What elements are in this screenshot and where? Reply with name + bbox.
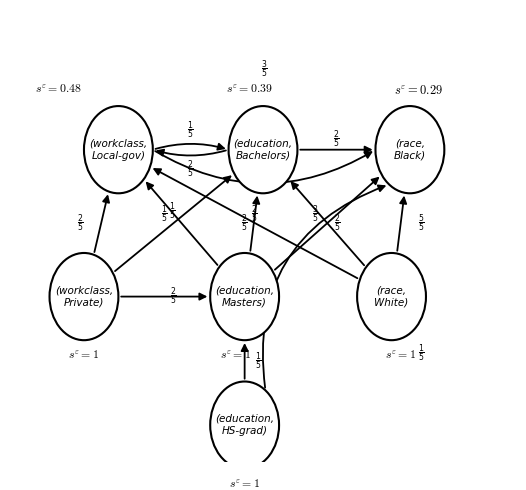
Text: (race,
White): (race, White): [375, 285, 409, 308]
FancyArrowPatch shape: [156, 144, 224, 149]
FancyArrowPatch shape: [121, 294, 206, 300]
Text: $s^\varepsilon = 0.48$: $s^\varepsilon = 0.48$: [35, 83, 82, 97]
Text: $\frac{2}{5}$: $\frac{2}{5}$: [241, 212, 248, 234]
Text: $\frac{5}{5}$: $\frac{5}{5}$: [418, 212, 425, 234]
Text: (workclass,
Local-gov): (workclass, Local-gov): [89, 139, 147, 161]
Text: (education,
Bachelors): (education, Bachelors): [234, 139, 292, 161]
FancyArrowPatch shape: [154, 169, 357, 278]
Text: $s^\varepsilon = 1$: $s^\varepsilon = 1$: [229, 478, 260, 490]
Text: (race,
Black): (race, Black): [394, 139, 426, 161]
Text: (workclass,
Private): (workclass, Private): [55, 285, 113, 308]
Text: $\frac{1}{5}$: $\frac{1}{5}$: [255, 350, 262, 371]
Ellipse shape: [357, 253, 426, 340]
Text: $\frac{2}{5}$: $\frac{2}{5}$: [170, 286, 177, 307]
Text: $s^\varepsilon = 0.39$: $s^\varepsilon = 0.39$: [226, 83, 272, 97]
Text: $s^\varepsilon = 1$: $s^\varepsilon = 1$: [220, 350, 251, 363]
Ellipse shape: [210, 253, 279, 340]
Text: $\frac{1}{5}$: $\frac{1}{5}$: [161, 203, 168, 225]
Text: $s^\varepsilon = 1$: $s^\varepsilon = 1$: [385, 350, 416, 363]
Text: $\frac{2}{5}$: $\frac{2}{5}$: [334, 212, 341, 234]
Text: $\frac{3}{5}$: $\frac{3}{5}$: [312, 203, 319, 225]
FancyArrowPatch shape: [275, 178, 378, 270]
Ellipse shape: [229, 106, 297, 193]
FancyArrowPatch shape: [157, 149, 226, 156]
Text: $\frac{1}{5}$: $\frac{1}{5}$: [187, 120, 194, 141]
Text: $\frac{1}{5}$: $\frac{1}{5}$: [169, 201, 176, 222]
Text: (education,
Masters): (education, Masters): [215, 285, 274, 308]
Text: $s^\varepsilon = \mathbf{0.29}$: $s^\varepsilon = \mathbf{0.29}$: [394, 83, 444, 97]
Text: $\frac{2}{5}$: $\frac{2}{5}$: [251, 203, 258, 225]
Ellipse shape: [49, 253, 118, 340]
Ellipse shape: [376, 106, 444, 193]
FancyArrowPatch shape: [115, 176, 230, 271]
Text: $s^\varepsilon = 1$: $s^\varepsilon = 1$: [68, 350, 99, 363]
Text: (education,
HS-grad): (education, HS-grad): [215, 414, 274, 436]
Ellipse shape: [210, 382, 279, 469]
Text: $\frac{1}{5}$: $\frac{1}{5}$: [418, 342, 424, 364]
Text: $\frac{3}{5}$: $\frac{3}{5}$: [261, 59, 268, 80]
Text: $\frac{2}{5}$: $\frac{2}{5}$: [333, 129, 340, 150]
FancyArrowPatch shape: [292, 182, 364, 265]
FancyArrowPatch shape: [147, 183, 217, 265]
FancyArrowPatch shape: [300, 147, 371, 153]
Ellipse shape: [84, 106, 153, 193]
FancyArrowPatch shape: [250, 197, 259, 251]
FancyArrowPatch shape: [397, 197, 406, 251]
FancyArrowPatch shape: [94, 196, 109, 252]
Text: $\frac{2}{5}$: $\frac{2}{5}$: [77, 212, 84, 234]
FancyArrowPatch shape: [263, 185, 385, 388]
Text: $\frac{2}{5}$: $\frac{2}{5}$: [187, 158, 194, 180]
FancyArrowPatch shape: [241, 345, 248, 379]
FancyArrowPatch shape: [155, 151, 371, 183]
